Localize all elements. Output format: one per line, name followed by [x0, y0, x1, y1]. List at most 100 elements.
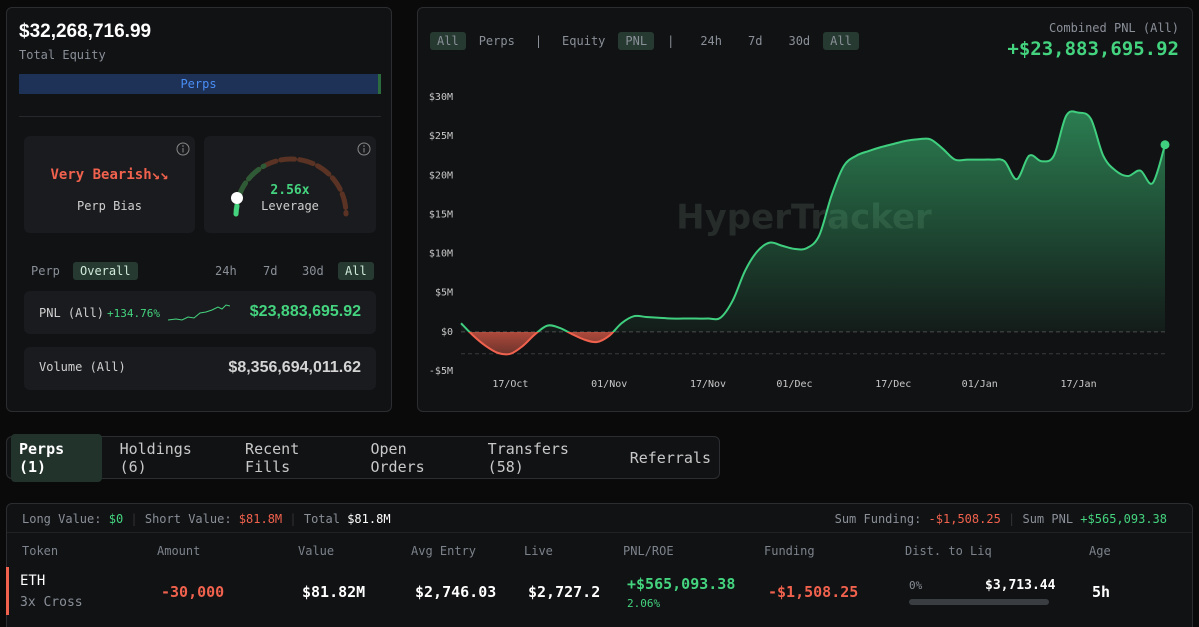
sparkline	[168, 304, 230, 321]
age: 5h	[1092, 583, 1111, 601]
x-tick-label: 17/Jan	[1060, 379, 1096, 390]
chart-controls: All Perps | Equity PNL | 24h 7d 30d All	[430, 32, 859, 50]
info-icon[interactable]	[176, 142, 190, 156]
y-tick-label: $20M	[429, 170, 453, 181]
bias-caption: Perp Bias	[76, 199, 143, 213]
control[interactable]: 7d	[748, 34, 763, 48]
leverage-caption: Leverage	[261, 199, 319, 213]
summary-value: $0	[108, 512, 124, 526]
filter-range[interactable]: All	[338, 262, 374, 280]
summary-left: Long Value: $0 | Short Value: $81.8M | T…	[22, 512, 391, 526]
control[interactable]: All	[430, 32, 466, 50]
separator: |	[667, 34, 675, 48]
x-tick-label: 01/Dec	[776, 379, 812, 390]
volume-label: Volume (All)	[39, 360, 126, 374]
volume-value: $8,356,694,011.62	[228, 359, 361, 376]
roe: 2.06%	[627, 597, 661, 610]
funding: -$1,508.25	[768, 583, 859, 601]
live-price: $2,727.2	[528, 583, 601, 601]
separator: |	[534, 34, 543, 48]
summary-label: Sum Funding:	[834, 512, 922, 526]
summary-label: Total	[303, 512, 340, 526]
summary-label: Long Value:	[22, 512, 102, 526]
bias-card: Very Bearish↘↘ Perp Bias	[24, 136, 195, 233]
filter-range[interactable]: 24h	[215, 264, 237, 278]
column-header: Value	[298, 544, 335, 558]
control[interactable]: Perps	[478, 34, 515, 48]
volume-row: Volume (All) $8,356,694,011.62	[24, 347, 376, 390]
filter-range[interactable]: 30d	[302, 264, 324, 278]
summary-right: Sum Funding: -$1,508.25 | Sum PNL +$565,…	[834, 512, 1167, 526]
column-header: Dist. to Liq	[905, 544, 992, 558]
side-indicator	[6, 567, 9, 615]
x-tick-label: 01/Nov	[591, 379, 627, 390]
value: $81.82M	[302, 583, 366, 601]
leverage-value: 2.56x	[270, 183, 310, 198]
pnl-chart: HyperTracker$30M$25M$20M$15M$10M$5M$0-$5…	[429, 92, 1170, 390]
pnl: +$565,093.38	[627, 575, 736, 593]
total-equity-label: Total Equity	[19, 48, 106, 62]
control[interactable]: 30d	[788, 34, 811, 48]
amount: -30,000	[161, 583, 225, 601]
leverage-card: 2.56x Leverage	[204, 136, 376, 233]
column-header: PNL/ROE	[623, 544, 674, 558]
summary-value: $81.8M	[347, 512, 391, 526]
tab[interactable]: Holdings (6)	[119, 439, 192, 476]
filter-overall[interactable]: Overall	[73, 262, 138, 280]
y-tick-label: -$5M	[429, 366, 453, 377]
tab[interactable]: Open Orders	[370, 439, 425, 476]
pnl-label: PNL (All)	[39, 306, 105, 320]
control[interactable]: PNL	[618, 32, 655, 50]
y-tick-label: $15M	[429, 209, 453, 220]
pnl-value: $23,883,695.92	[249, 303, 361, 320]
filter-perp[interactable]: Perp	[31, 264, 60, 278]
tab[interactable]: Recent Fills	[245, 439, 300, 476]
line	[460, 110, 1166, 356]
tab[interactable]: Referrals	[629, 448, 711, 467]
tab-bar: Perps (1) Holdings (6) Recent Fills Open…	[6, 433, 720, 482]
summary-label: Sum PNL	[1022, 512, 1074, 526]
control[interactable]: Equity	[562, 34, 606, 48]
filter-range[interactable]: 7d	[263, 264, 278, 278]
total-equity: $32,268,716.99	[19, 21, 152, 42]
tab[interactable]: Transfers (58)	[487, 439, 569, 476]
y-tick-label: $10M	[429, 249, 453, 260]
control[interactable]: All	[823, 32, 859, 50]
control[interactable]: 24h	[700, 34, 723, 48]
y-tick-label: $25M	[429, 131, 453, 142]
chart-subtitle: +$23,883,695.92	[1007, 38, 1179, 60]
x-tick-label: 17/Dec	[875, 379, 911, 390]
liq-bar	[909, 599, 1049, 605]
divider	[7, 532, 1192, 533]
tab[interactable]: Perps (1)	[11, 433, 102, 482]
chart-title: Combined PNL (All)	[1048, 21, 1179, 35]
positions-panel	[6, 503, 1193, 627]
x-tick-label: 17/Oct	[492, 379, 528, 390]
column-header: Avg Entry	[411, 544, 477, 558]
pnl-change: +134.76%	[107, 307, 160, 320]
x-tick-label: 01/Jan	[962, 379, 998, 390]
divider	[19, 116, 381, 117]
column-header: Token	[22, 544, 59, 558]
leverage-gauge	[231, 142, 371, 217]
column-header: Live	[524, 544, 553, 558]
column-header: Age	[1089, 544, 1111, 558]
token: ETH	[20, 573, 46, 589]
bias-label: Very Bearish↘↘	[50, 167, 169, 183]
summary-value: -$1,508.25	[928, 512, 1001, 526]
avg-entry: $2,746.03	[415, 583, 497, 601]
column-header: Funding	[764, 544, 815, 558]
end-point	[1160, 140, 1170, 150]
summary-value: +$565,093.38	[1080, 512, 1167, 526]
allocation-bar: Perps	[19, 74, 381, 94]
pnl-row: PNL (All) +134.76% $23,883,695.92	[24, 291, 376, 334]
summary-panel: $32,268,716.99 Total Equity Perps Very B…	[6, 7, 392, 412]
y-tick-label: $5M	[435, 288, 453, 299]
x-tick-label: 17/Nov	[690, 379, 726, 390]
margin-mode: 3x Cross	[20, 595, 83, 610]
summary-value: $81.8M	[238, 512, 283, 526]
area	[461, 111, 1165, 355]
y-tick-label: $30M	[429, 92, 453, 103]
